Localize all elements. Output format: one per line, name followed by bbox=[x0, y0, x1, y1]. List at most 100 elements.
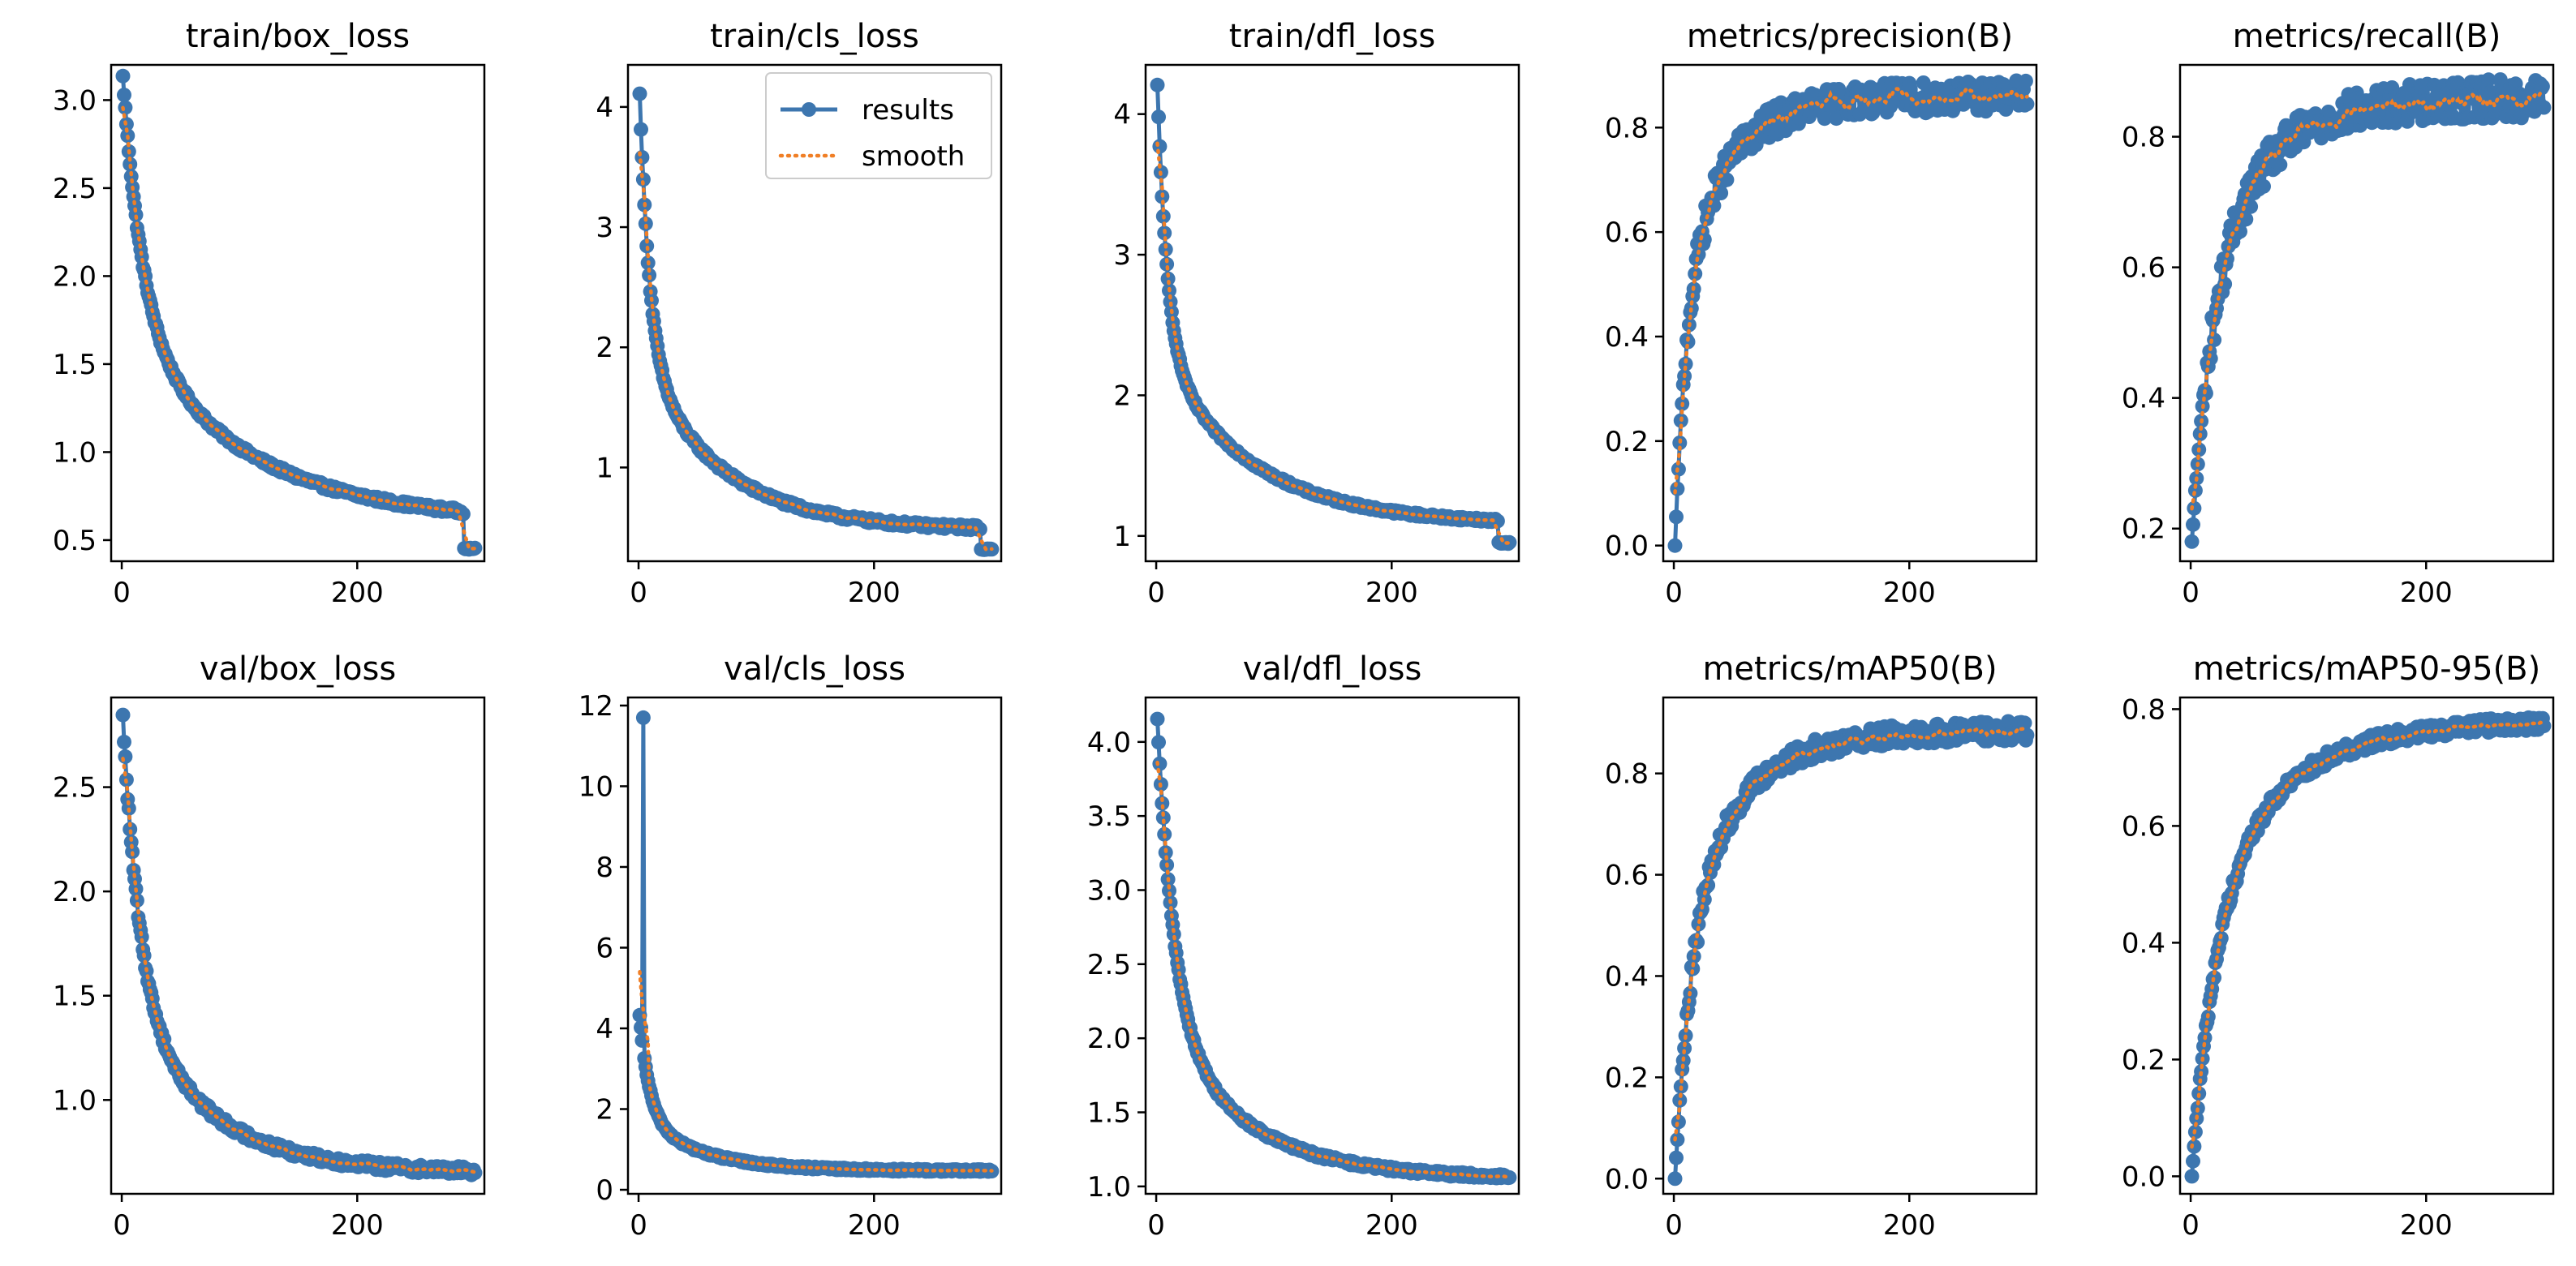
results-point bbox=[123, 822, 138, 837]
results-point bbox=[1150, 77, 1165, 92]
results-line bbox=[121, 715, 477, 1181]
results-point bbox=[1159, 256, 1175, 272]
y-tick-label: 3.0 bbox=[53, 84, 97, 117]
y-tick-label: 6 bbox=[596, 932, 613, 964]
plot-frame bbox=[110, 696, 486, 1195]
y-tick-label: 8 bbox=[596, 852, 613, 884]
y-tick-label: 1.5 bbox=[1087, 1097, 1131, 1130]
results-point bbox=[972, 521, 987, 537]
results-point bbox=[632, 86, 647, 101]
x-tick-label: 0 bbox=[2182, 1209, 2200, 1242]
chart-title: metrics/mAP50-95(B) bbox=[2193, 650, 2540, 688]
chart-panel-8: val/dfl_loss 0 200 1.0 1.5 2.0 2.5 3.0 3.5 4.0 bbox=[1087, 650, 1520, 1242]
x-tick-label: 200 bbox=[1883, 1209, 1936, 1242]
results-point bbox=[1916, 75, 1931, 90]
x-tick-label: 200 bbox=[1365, 1209, 1418, 1242]
smooth-line bbox=[1155, 141, 1512, 545]
y-tick-label: 1 bbox=[596, 452, 613, 484]
chart-panel-7: val/cls_loss 0 200 0 2 4 6 8 10 12 bbox=[578, 650, 1003, 1242]
results-point bbox=[115, 707, 131, 723]
y-tick-label: 0.8 bbox=[1605, 112, 1649, 144]
y-tick-label: 0.8 bbox=[2122, 122, 2165, 154]
results-point bbox=[1152, 756, 1168, 771]
chart-title: val/dfl_loss bbox=[1243, 650, 1422, 688]
y-tick-label: 2.0 bbox=[53, 876, 97, 908]
smooth-line bbox=[1673, 86, 2029, 495]
results-point bbox=[1817, 111, 1832, 127]
chart-title: val/box_loss bbox=[200, 650, 396, 688]
chart-title: train/dfl_loss bbox=[1229, 18, 1435, 55]
results-line bbox=[1155, 84, 1512, 547]
y-tick-label: 0.0 bbox=[1605, 530, 1649, 563]
results-point bbox=[1678, 356, 1693, 371]
y-tick-label: 0.4 bbox=[1605, 960, 1649, 993]
plot-frame bbox=[1144, 696, 1520, 1195]
chart-panel-1: train/box_loss 0 200 0.5 1.0 1.5 2.0 2.5 3.0 bbox=[53, 18, 486, 609]
x-tick-label: 200 bbox=[331, 1209, 384, 1242]
results-point bbox=[117, 734, 131, 749]
y-tick-label: 0.6 bbox=[2122, 810, 2165, 843]
results-point bbox=[2536, 719, 2552, 734]
y-tick-label: 10 bbox=[578, 770, 613, 803]
chart-panel-10: metrics/mAP50-95(B) 0 200 0.0 0.2 0.4 0.6 0.8 bbox=[2122, 650, 2555, 1242]
y-tick-label: 0.6 bbox=[1605, 217, 1649, 249]
y-tick-label: 0.8 bbox=[1605, 758, 1649, 791]
results-point bbox=[2186, 1153, 2200, 1169]
results-point bbox=[1155, 796, 1170, 811]
x-tick-label: 0 bbox=[1665, 1209, 1683, 1242]
legend-results-label: results bbox=[862, 94, 954, 127]
y-tick-label: 12 bbox=[578, 690, 613, 723]
results-point bbox=[1151, 109, 1166, 125]
results-point bbox=[134, 929, 149, 945]
y-tick-label: 0.4 bbox=[2122, 383, 2165, 415]
chart-title: train/cls_loss bbox=[710, 18, 919, 55]
results-point bbox=[1166, 927, 1181, 942]
results-line bbox=[2190, 710, 2546, 1177]
plot-frame bbox=[1662, 63, 2038, 563]
results-point bbox=[638, 216, 653, 231]
y-tick-label: 1.0 bbox=[1087, 1171, 1131, 1204]
results-point bbox=[1677, 1041, 1692, 1056]
y-tick-label: 3.0 bbox=[1087, 874, 1131, 907]
results-point bbox=[2187, 1139, 2202, 1154]
y-tick-label: 0.2 bbox=[2122, 513, 2165, 546]
y-tick-label: 0.2 bbox=[1605, 1062, 1649, 1094]
results-point bbox=[1155, 810, 1171, 826]
x-tick-label: 0 bbox=[1665, 577, 1683, 609]
y-tick-label: 3 bbox=[1113, 239, 1131, 272]
results-point bbox=[635, 710, 651, 725]
x-tick-label: 200 bbox=[331, 577, 384, 609]
plot-frame bbox=[626, 63, 1003, 563]
y-tick-label: 2.0 bbox=[1087, 1023, 1131, 1055]
smooth-line bbox=[1155, 760, 1512, 1179]
y-tick-label: 0.8 bbox=[2122, 693, 2165, 726]
results-point bbox=[123, 169, 139, 184]
y-tick-label: 4.0 bbox=[1087, 727, 1131, 759]
x-tick-label: 0 bbox=[113, 1209, 131, 1242]
results-point bbox=[2220, 251, 2234, 266]
results-point bbox=[117, 88, 131, 103]
y-tick-label: 0.4 bbox=[1605, 321, 1649, 354]
results-line bbox=[1673, 715, 2029, 1179]
y-tick-label: 2.5 bbox=[1087, 949, 1131, 981]
smooth-line bbox=[121, 757, 477, 1174]
x-tick-label: 200 bbox=[848, 1209, 901, 1242]
results-point bbox=[2184, 1169, 2200, 1184]
y-tick-label: 2 bbox=[596, 332, 613, 364]
smooth-line bbox=[638, 151, 994, 551]
x-tick-label: 200 bbox=[2400, 577, 2453, 609]
results-point bbox=[2017, 715, 2032, 731]
results-line bbox=[2190, 79, 2546, 542]
results-point bbox=[1671, 1114, 1686, 1130]
y-tick-label: 2 bbox=[1113, 380, 1131, 412]
results-point bbox=[1691, 916, 1706, 932]
y-tick-label: 1.5 bbox=[53, 349, 97, 381]
y-tick-label: 1.0 bbox=[53, 1084, 97, 1117]
x-tick-label: 200 bbox=[2400, 1209, 2453, 1242]
y-tick-label: 0.0 bbox=[1605, 1163, 1649, 1195]
x-tick-label: 0 bbox=[113, 577, 131, 609]
results-point bbox=[115, 68, 131, 84]
y-tick-label: 2.5 bbox=[53, 173, 97, 205]
results-point bbox=[2364, 115, 2380, 131]
